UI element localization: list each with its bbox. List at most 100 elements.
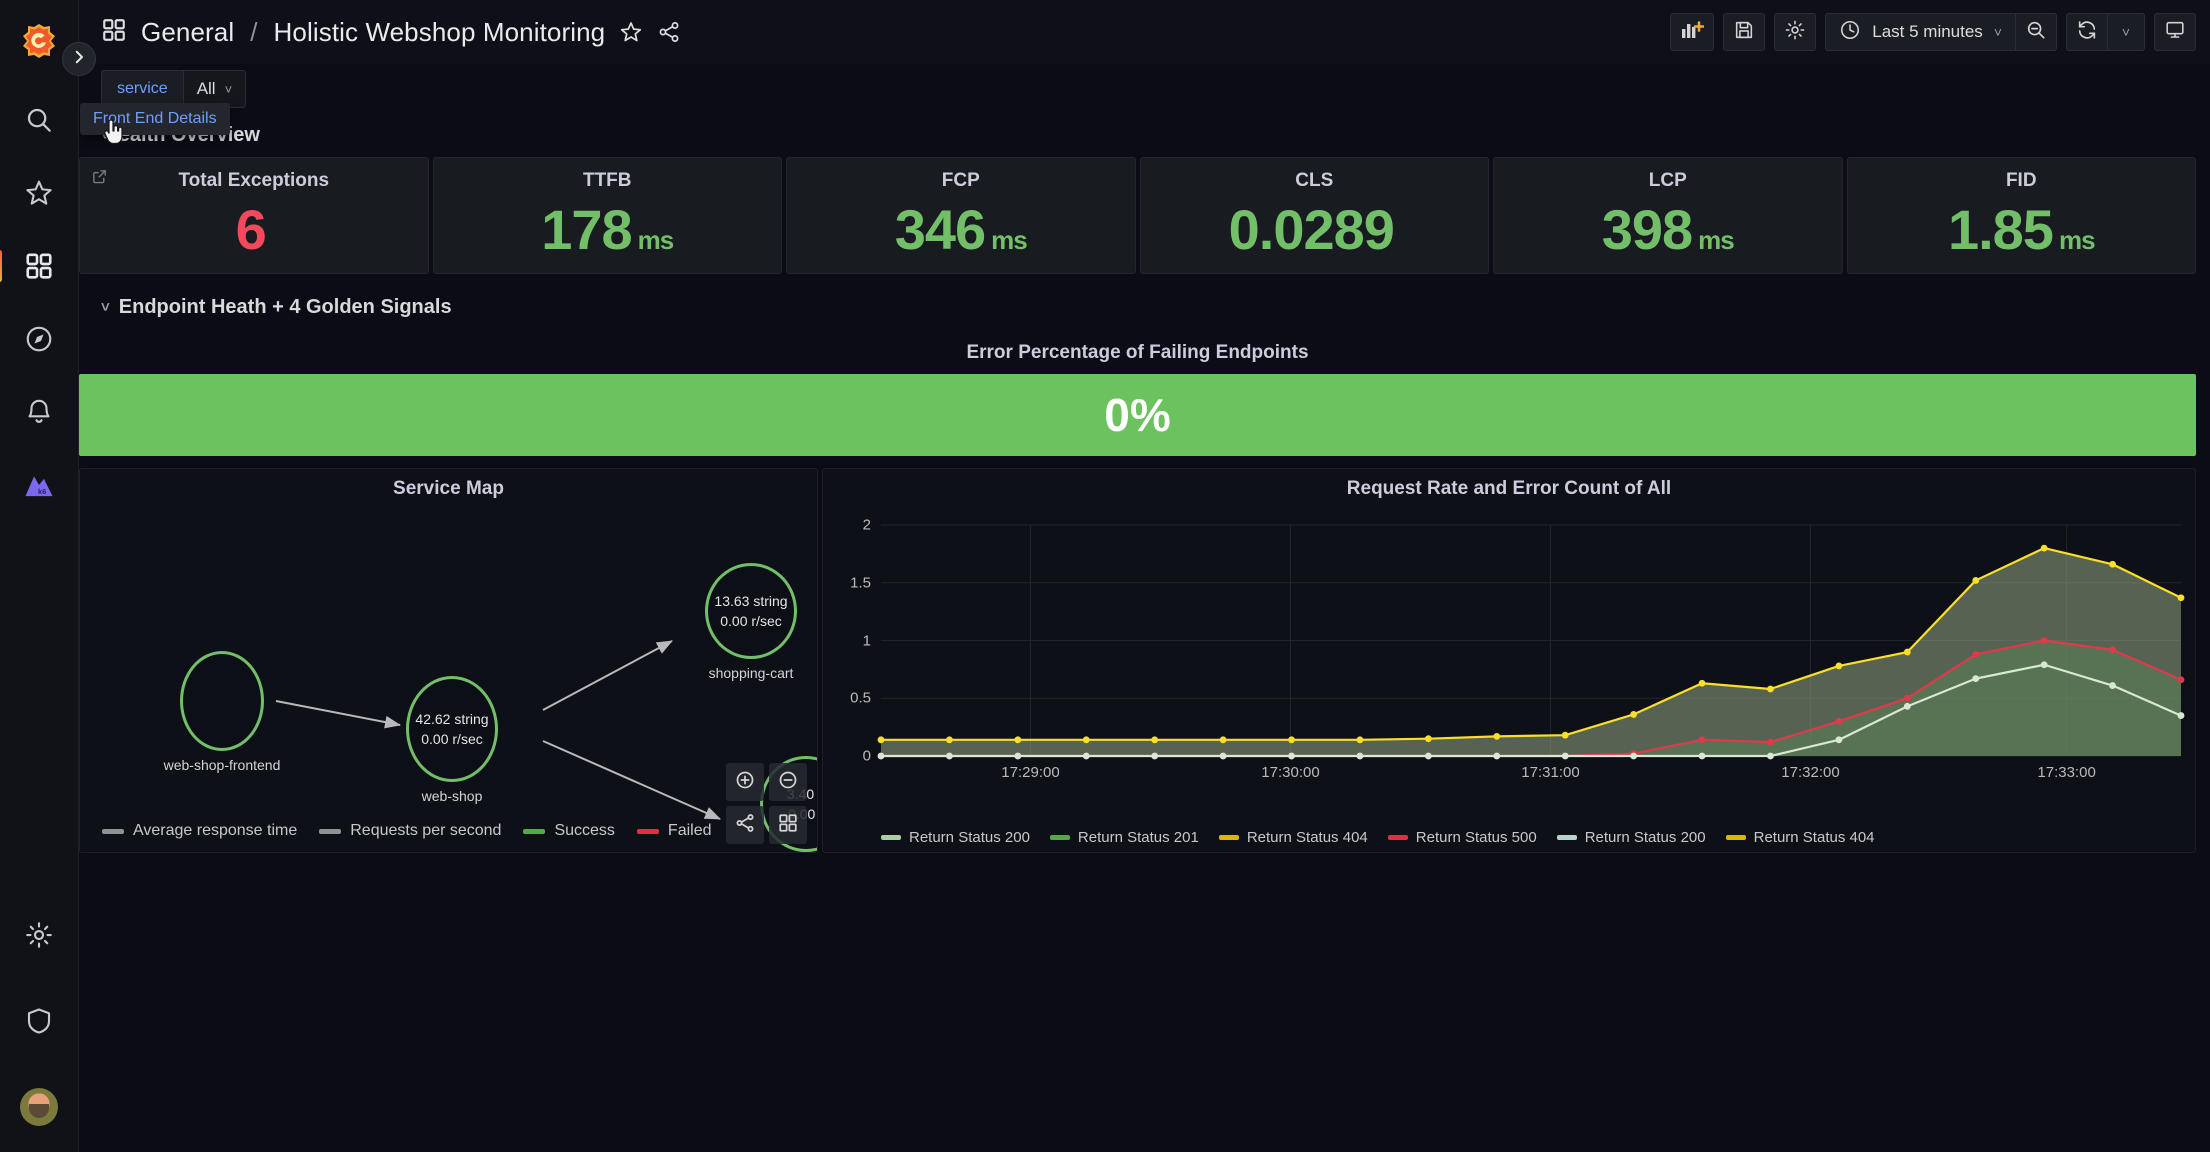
- grafana-logo-icon[interactable]: [16, 18, 62, 64]
- legend-label: Average response time: [133, 822, 298, 839]
- row-title-health-overview[interactable]: ˅ ealth Overview: [101, 124, 2210, 147]
- service-node-stat-avg: 13.63 string: [714, 592, 788, 609]
- kiosk-mode-button[interactable]: [2154, 13, 2196, 51]
- page-title: Holistic Webshop Monitoring: [273, 16, 606, 47]
- legend-item[interactable]: Return Status 200: [881, 829, 1030, 846]
- sidebar-item-k6[interactable]: k6: [16, 462, 62, 508]
- external-link-icon[interactable]: [91, 168, 108, 190]
- variable-select-service[interactable]: All ˅: [182, 70, 247, 108]
- tv-icon: [2164, 19, 2186, 46]
- legend-item[interactable]: Return Status 404: [1725, 829, 1875, 846]
- sidebar-item-alerting[interactable]: [16, 389, 62, 435]
- stat-title: LCP: [1648, 170, 1687, 191]
- legend-item[interactable]: Requests per second: [319, 822, 501, 840]
- chevron-right-icon: [70, 48, 88, 71]
- x-axis-tick: 17:31:00: [1521, 764, 1580, 781]
- stat-panel-total-exceptions[interactable]: Total Exceptions 6: [79, 157, 429, 274]
- legend-item[interactable]: Return Status 200: [1556, 829, 1706, 846]
- stat-value: 346: [894, 198, 986, 261]
- legend-item[interactable]: Return Status 201: [1049, 829, 1199, 846]
- panel-title: Service Map: [393, 478, 504, 499]
- stat-title: FCP: [941, 170, 980, 191]
- legend-item[interactable]: Failed: [636, 822, 712, 840]
- svg-text:k6: k6: [38, 487, 46, 496]
- zoom-out-time-button[interactable]: [2015, 13, 2057, 51]
- service-map-legend: Average response time Requests per secon…: [102, 822, 712, 840]
- minus-circle-icon: [777, 769, 799, 796]
- dashboard-toolbar: General / Holistic Webshop Monitoring: [79, 0, 2210, 64]
- star-icon[interactable]: [619, 20, 643, 44]
- star-icon: [24, 178, 54, 208]
- sidebar: k6: [0, 0, 79, 1152]
- layout-grid-button[interactable]: [769, 806, 807, 844]
- sidebar-item-configuration[interactable]: [16, 912, 62, 958]
- legend-label: Return Status 500: [1415, 829, 1537, 846]
- sidebar-item-profile[interactable]: [16, 1084, 62, 1130]
- sidebar-bottom-items: [16, 912, 62, 1130]
- legend-swatch: [1049, 835, 1070, 840]
- legend-item[interactable]: Return Status 500: [1387, 829, 1537, 846]
- front-end-details-link[interactable]: Front End Details: [80, 103, 230, 135]
- service-node-web-shop-frontend[interactable]: web-shop-frontend: [164, 651, 280, 773]
- timeseries-chart[interactable]: 0 0.5 1 1.5 2 17:29:00 17:30:00 17:31:00 17:32:…: [823, 503, 2195, 852]
- sidebar-item-explore[interactable]: [16, 316, 62, 362]
- legend-item[interactable]: Return Status 404: [1218, 829, 1368, 846]
- time-range-picker[interactable]: Last 5 minutes ˅: [1825, 13, 2015, 51]
- stat-value: 1.85: [1947, 198, 2054, 261]
- legend-item[interactable]: Success: [523, 822, 615, 840]
- sidebar-item-starred[interactable]: [16, 170, 62, 216]
- stat-panel-ttfb[interactable]: TTFB 178 ms: [432, 157, 782, 274]
- stat-panel-lcp[interactable]: LCP 398 ms: [1493, 157, 1843, 274]
- save-dashboard-button[interactable]: [1723, 13, 1766, 51]
- stat-title: TTFB: [582, 170, 632, 191]
- breadcrumb-folder[interactable]: General: [141, 16, 235, 47]
- stat-panel-fcp[interactable]: FCP 346 ms: [786, 157, 1136, 274]
- zoom-out-icon: [2025, 19, 2047, 46]
- gear-icon: [24, 920, 54, 950]
- time-controls: Last 5 minutes ˅: [1825, 13, 2057, 51]
- service-node-shopping-cart[interactable]: 13.63 string 0.00 r/sec shopping-cart: [705, 563, 797, 681]
- stat-panel-cls[interactable]: CLS 0.0289: [1139, 157, 1489, 274]
- refresh-button[interactable]: [2066, 13, 2107, 51]
- sidebar-item-dashboards[interactable]: [0, 243, 62, 289]
- expand-menu-button[interactable]: [62, 42, 96, 76]
- add-panel-button[interactable]: [1670, 13, 1715, 51]
- compass-icon: [24, 324, 54, 354]
- x-axis-tick: 17:30:00: [1261, 764, 1320, 781]
- chevron-down-icon: ˅: [101, 299, 110, 316]
- share-icon[interactable]: [657, 20, 681, 44]
- legend-label: Return Status 201: [1077, 829, 1199, 846]
- zoom-in-button[interactable]: [726, 763, 764, 801]
- legend-swatch: [1387, 835, 1408, 840]
- legend-label: Return Status 200: [1584, 829, 1706, 846]
- service-map-canvas[interactable]: web-shop-frontend 42.62 string 0.00 r/se…: [80, 501, 817, 852]
- stat-title: FID: [2005, 170, 2037, 191]
- k6-mountain-icon: k6: [23, 470, 55, 500]
- service-map-edges: [275, 640, 721, 820]
- y-axis-tick: 0.5: [850, 689, 871, 707]
- service-node-label: web-shop: [421, 788, 483, 804]
- refresh-interval-dropdown[interactable]: ˅: [2107, 13, 2145, 51]
- row-title-endpoint-health[interactable]: ˅ Endpoint Heath + 4 Golden Signals: [101, 296, 2210, 319]
- service-node-stat-rate: 0.00 r/sec: [720, 613, 782, 629]
- toolbar-actions: Last 5 minutes ˅: [1670, 13, 2196, 51]
- gauge-bar[interactable]: 0%: [79, 374, 2196, 456]
- legend-item[interactable]: Average response time: [102, 822, 297, 840]
- y-axis-tick: 0: [862, 747, 871, 765]
- layout-hierarchy-button[interactable]: [726, 806, 764, 844]
- breadcrumb: General / Holistic Webshop Monitoring: [101, 17, 681, 48]
- sidebar-item-search[interactable]: [16, 97, 62, 143]
- gauge-value: 0%: [1104, 389, 1171, 441]
- stat-value: 6: [235, 198, 267, 261]
- zoom-out-button[interactable]: [769, 763, 807, 801]
- dashboard-settings-button[interactable]: [1774, 13, 1817, 51]
- dashboards-grid-icon: [101, 17, 127, 48]
- sidebar-item-server-admin[interactable]: [16, 998, 62, 1044]
- stat-title: CLS: [1295, 170, 1334, 191]
- stat-panel-fid[interactable]: FID 1.85 ms: [1846, 157, 2196, 274]
- bell-icon: [24, 397, 54, 427]
- legend-swatch: [1556, 835, 1577, 840]
- legend-swatch: [102, 828, 124, 834]
- service-node-web-shop[interactable]: 42.62 string 0.00 r/sec web-shop: [406, 676, 498, 804]
- legend-swatch: [1218, 835, 1239, 840]
